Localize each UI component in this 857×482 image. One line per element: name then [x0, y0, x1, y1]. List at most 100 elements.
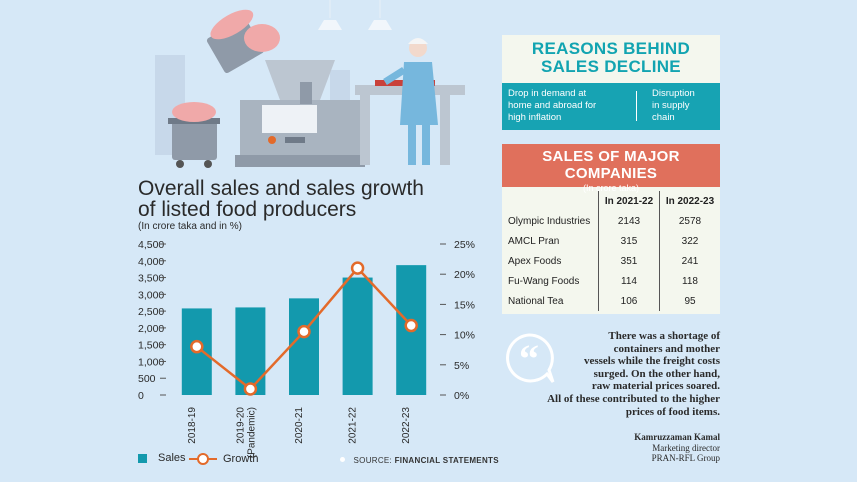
value-2021-22: 315: [598, 231, 660, 251]
x-category-label: (Pandemic): [246, 407, 257, 458]
growth-point: [190, 339, 204, 354]
companies-title: SALES OF MAJOR COMPANIES: [542, 148, 680, 182]
reasons-box: REASONS BEHIND SALES DECLINE Drop in dem…: [502, 35, 720, 130]
x-category-label: 2020-21: [294, 407, 305, 444]
y-right-tick-label: 20%: [454, 269, 475, 281]
reason-1-line: Drop in demand at: [508, 88, 587, 99]
value-2021-22: 351: [598, 251, 660, 271]
x-category-label: 2021-22: [348, 407, 359, 444]
value-2022-23: 2578: [659, 211, 720, 231]
legend-sales: Sales: [138, 452, 186, 464]
company-name: Apex Foods: [508, 255, 562, 267]
y-left-tick-label: 4,500: [138, 239, 164, 251]
table-row: Olympic Industries 2143 2578: [502, 211, 720, 231]
chart-title-line-1: Overall sales and sales growth: [138, 177, 424, 200]
legend-growth: Growth: [188, 452, 258, 466]
source-value: FINANCIAL STATEMENTS: [394, 456, 499, 465]
value-2021-22: 106: [598, 291, 660, 311]
value-2022-23: 241: [659, 251, 720, 271]
y-left-tick-label: 0: [138, 390, 144, 402]
y-right-tick-label: 10%: [454, 330, 475, 342]
y-right-tick-label: 5%: [454, 360, 469, 372]
growth-marker-icon: [189, 453, 217, 465]
reason-item-1: Drop in demand at home and abroad for hi…: [508, 88, 623, 124]
legend-sales-label: Sales: [158, 452, 186, 464]
source-note: SOURCE: FINANCIAL STATEMENTS: [340, 456, 499, 465]
source-dot-icon: [340, 457, 345, 462]
companies-table-box: SALES OF MAJOR COMPANIES (In crore taka)…: [502, 144, 720, 314]
reasons-title-line-2: SALES DECLINE: [541, 57, 681, 76]
y-right-tick-label: 15%: [454, 299, 475, 311]
table-row: AMCL Pran 315 322: [502, 231, 720, 251]
table-row: Apex Foods 351 241: [502, 251, 720, 271]
y-left-tick-label: 3,000: [138, 289, 164, 301]
companies-header: SALES OF MAJOR COMPANIES (In crore taka): [502, 144, 720, 193]
y-right-tick-label: 25%: [454, 239, 475, 251]
quote-line: vessels while the freight costs: [583, 355, 720, 368]
food-factory-illustration: [155, 0, 465, 168]
reason-2-line: in supply: [652, 100, 690, 111]
reasons-band: Drop in demand at home and abroad for hi…: [502, 83, 720, 130]
company-name: National Tea: [508, 295, 564, 307]
reasons-divider: [636, 91, 637, 121]
growth-point: [404, 318, 418, 333]
table-header-row: In 2021-22 In 2022-23: [502, 191, 720, 211]
reasons-title: REASONS BEHIND SALES DECLINE: [502, 35, 720, 76]
reason-2-line: Disruption: [652, 88, 695, 99]
reason-2-line: chain: [652, 112, 675, 123]
grinder-machine-icon: [235, 60, 365, 167]
reason-1-line: home and abroad for: [508, 100, 597, 111]
y-right-tick-label: 0%: [454, 390, 469, 402]
y-left-tick-label: 1,500: [138, 340, 164, 352]
svg-text:“: “: [519, 336, 539, 381]
ceiling-lamp-icon: [318, 0, 392, 30]
quote-author-org: PRAN-RFL Group: [651, 453, 720, 463]
y-left-tick-label: 500: [138, 373, 156, 385]
table-row: Fu-Wang Foods 114 118: [502, 271, 720, 291]
company-name: AMCL Pran: [508, 235, 560, 247]
table-corner: [502, 191, 599, 211]
quote-line: There was a shortage of: [608, 330, 720, 342]
value-2022-23: 118: [659, 271, 720, 291]
value-2021-22: 2143: [598, 211, 660, 231]
value-2021-22: 114: [598, 271, 660, 291]
quote-author-role: Marketing director: [652, 442, 720, 453]
source-label: SOURCE:: [353, 456, 393, 465]
y-left-tick-label: 1,000: [138, 356, 164, 368]
x-category-label: 2018-19: [187, 407, 198, 444]
quote-line: prices of food items.: [625, 405, 720, 418]
companies-subtitle: (In crore taka): [582, 183, 640, 193]
growth-point: [243, 382, 258, 396]
column-header: In 2022-23: [659, 191, 720, 211]
reason-1-line: high inflation: [508, 112, 562, 123]
y-left-tick-label: 2,500: [138, 306, 164, 318]
company-name: Fu-Wang Foods: [508, 275, 580, 287]
worker-icon: [383, 38, 438, 165]
company-name: Olympic Industries: [508, 215, 591, 227]
quote-text: There was a shortage of containers and m…: [510, 330, 720, 418]
sales-bar: [289, 298, 319, 395]
chart-title-line-2: of listed food producers: [138, 198, 357, 221]
legend-growth-label: Growth: [223, 453, 259, 465]
quote-author-name: Kamruzzaman Kamal: [634, 432, 720, 442]
value-2022-23: 95: [659, 291, 720, 311]
reasons-title-line-1: REASONS BEHIND: [531, 39, 691, 58]
column-header: In 2021-22: [598, 191, 660, 211]
quote-line: raw material prices soared.: [591, 380, 720, 393]
value-2022-23: 322: [659, 231, 720, 251]
meat-bin-icon: [168, 102, 220, 168]
y-left-tick-label: 4,000: [138, 256, 164, 268]
x-category-label: 2019-20: [235, 407, 246, 444]
reason-item-2: Disruption in supply chain: [652, 88, 718, 124]
quote-line: All of these contributed to the higher: [547, 392, 720, 405]
chart-subtitle: (In crore taka and in %): [138, 221, 242, 232]
chart-title: Overall sales and sales growth of listed…: [138, 178, 424, 220]
sales-swatch-icon: [138, 453, 147, 463]
table-row: National Tea 106 95: [502, 291, 720, 311]
sales-bar: [342, 277, 373, 395]
sales-growth-chart: 4,500 4,000 3,500 3,000 2,500 2,000 1,500 1,000…: [138, 239, 475, 458]
y-left-tick-label: 3,500: [138, 273, 164, 285]
quote-line: containers and mother: [613, 342, 720, 355]
companies-table: In 2021-22 In 2022-23 Olympic Industries…: [502, 191, 720, 311]
quote-line: surged. On the other hand,: [593, 367, 720, 380]
